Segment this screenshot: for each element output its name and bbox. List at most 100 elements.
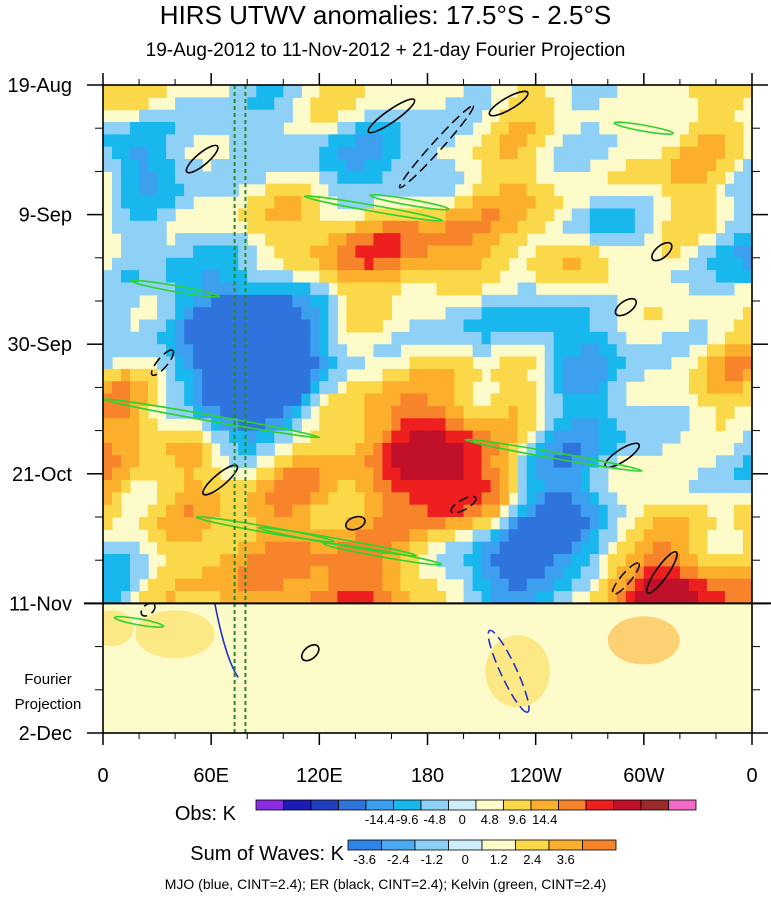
field-cell [364, 529, 375, 543]
field-cell [274, 430, 284, 444]
field-cell [427, 331, 438, 345]
field-cell [661, 146, 672, 160]
field-cell [346, 196, 356, 210]
field-cell [445, 331, 456, 345]
field-cell [139, 85, 149, 98]
field-cell [697, 319, 708, 333]
field-cell [454, 418, 465, 432]
field-cell [697, 479, 708, 493]
field-cell [499, 220, 510, 234]
field-cell [211, 331, 221, 345]
field-cell [697, 578, 708, 592]
field-cell [391, 220, 402, 234]
field-cell [355, 233, 366, 247]
field-cell [310, 554, 320, 567]
field-cell [580, 159, 591, 172]
field-cell [598, 517, 609, 530]
field-cell [166, 554, 176, 567]
field-cell [625, 418, 636, 432]
field-cell [598, 344, 609, 358]
field-cell [202, 467, 212, 481]
field-cell [274, 319, 284, 333]
field-cell [166, 591, 176, 604]
field-cell [436, 554, 447, 567]
field-cell [328, 541, 338, 555]
field-cell [508, 368, 519, 382]
field-cell [472, 578, 483, 592]
field-cell [274, 282, 284, 296]
field-cell [211, 492, 221, 506]
field-cell [526, 455, 537, 469]
field-cell [355, 529, 366, 543]
colorbar-tick-label: 0 [462, 852, 469, 867]
field-cell [499, 134, 510, 148]
field-cell [733, 122, 744, 135]
field-cell [166, 171, 176, 185]
field-cell [724, 393, 735, 407]
field-cell [607, 529, 618, 543]
field-cell [220, 393, 230, 407]
field-cell [454, 171, 465, 185]
field-cell [202, 319, 212, 333]
field-cell [355, 381, 366, 395]
field-cell [589, 97, 600, 111]
field-cell [229, 455, 239, 469]
field-cell [436, 393, 447, 407]
field-cell [247, 405, 257, 419]
field-cell [706, 554, 717, 567]
field-cell [715, 554, 726, 567]
field-cell [616, 381, 627, 395]
field-cell [688, 208, 699, 222]
field-cell [193, 578, 203, 592]
field-cell [544, 109, 555, 123]
field-cell [589, 368, 600, 382]
field-cell [364, 257, 375, 271]
field-cell [220, 554, 230, 567]
field-cell [580, 566, 591, 580]
field-cell [499, 331, 510, 345]
field-cell [346, 591, 356, 604]
field-cell [238, 319, 248, 333]
field-cell [337, 134, 347, 148]
field-cell [193, 233, 203, 247]
field-cell [553, 492, 564, 506]
field-cell [742, 529, 752, 543]
field-cell [652, 442, 663, 456]
field-cell [508, 294, 519, 308]
field-cell [517, 566, 528, 580]
projection-anomaly [103, 610, 134, 647]
field-cell [679, 529, 690, 543]
field-cell [121, 418, 131, 432]
field-cell [220, 566, 230, 580]
field-cell [499, 307, 510, 321]
field-cell [400, 467, 411, 481]
field-cell [283, 245, 293, 259]
field-cell [634, 566, 645, 580]
field-cell [373, 442, 384, 456]
field-cell [580, 442, 591, 456]
field-cell [283, 479, 293, 493]
field-cell [427, 467, 438, 481]
field-cell [490, 405, 501, 419]
field-cell [544, 554, 555, 567]
field-cell [175, 159, 185, 172]
field-cell [517, 368, 528, 382]
field-cell [670, 171, 681, 185]
field-cell [148, 442, 158, 456]
field-cell [463, 517, 474, 530]
field-cell [148, 109, 158, 123]
field-cell [661, 159, 672, 172]
field-cell [382, 233, 393, 247]
field-cell [697, 467, 708, 481]
field-cell [643, 418, 654, 432]
field-cell [571, 541, 582, 555]
field-cell [400, 208, 411, 222]
field-cell [364, 220, 375, 234]
field-cell [472, 430, 483, 444]
field-cell [220, 307, 230, 321]
field-cell [247, 245, 257, 259]
field-cell [490, 159, 501, 172]
field-cell [508, 504, 519, 518]
field-cell [265, 566, 275, 580]
field-cell [265, 492, 275, 506]
